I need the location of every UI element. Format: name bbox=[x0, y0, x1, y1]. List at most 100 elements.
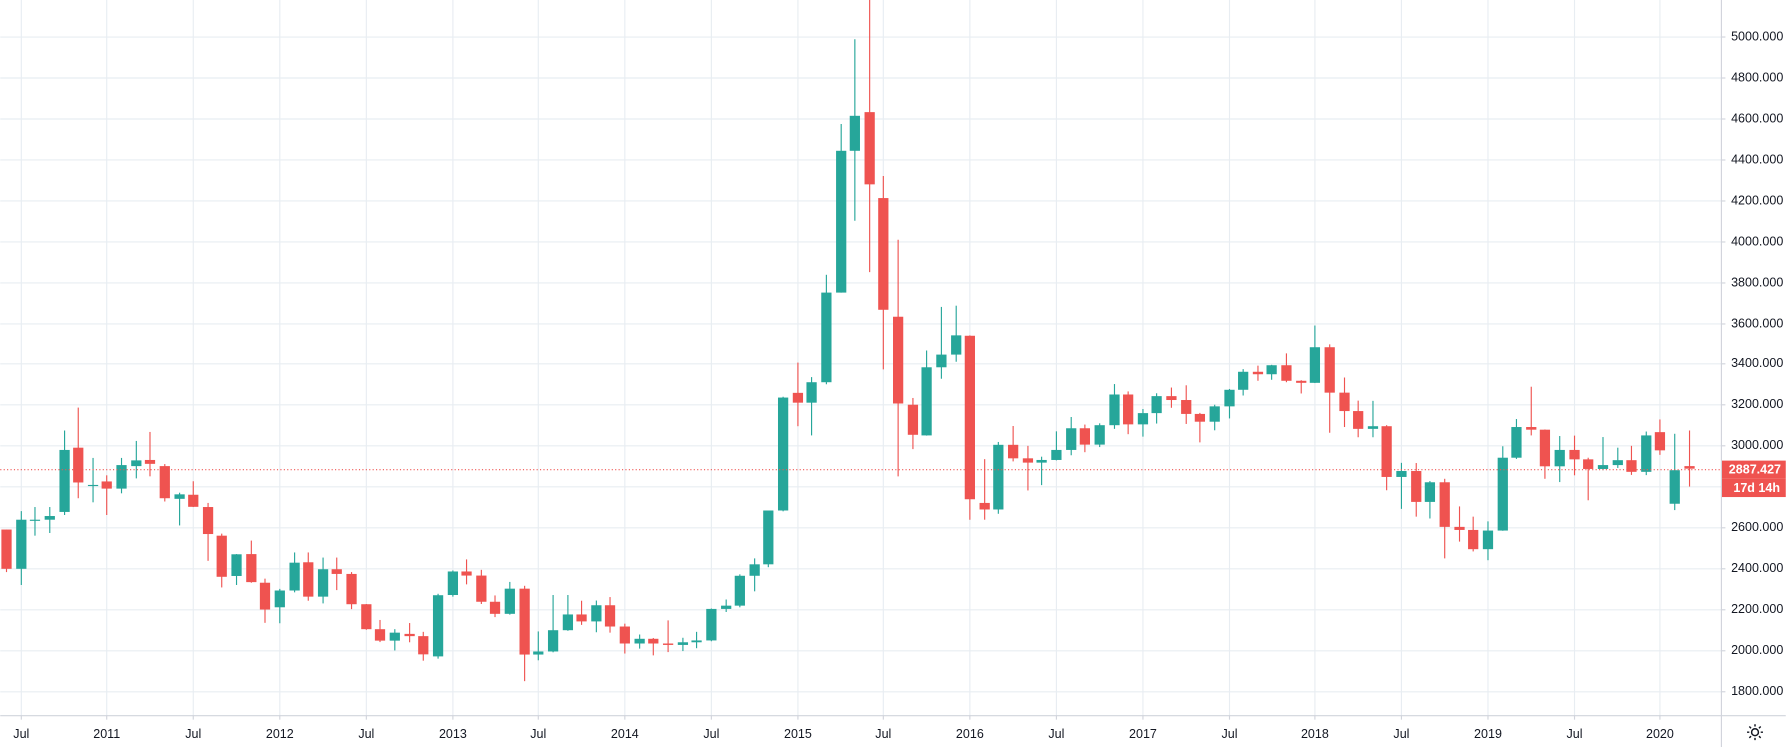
candle-body bbox=[59, 449, 70, 512]
candle-body bbox=[1626, 460, 1637, 472]
candle-body bbox=[1296, 380, 1307, 383]
x-tick-label: Jul bbox=[1221, 727, 1237, 741]
y-tick-label: 4800.000 bbox=[1731, 70, 1783, 84]
candle-body bbox=[202, 507, 214, 535]
candle-body bbox=[1266, 365, 1277, 375]
candle-body bbox=[1079, 428, 1090, 445]
candle-body bbox=[1066, 428, 1077, 450]
candle-body bbox=[374, 629, 386, 641]
candle-body bbox=[1137, 413, 1149, 425]
y-tick-label: 5000.000 bbox=[1731, 29, 1783, 43]
candle-body bbox=[1439, 482, 1450, 527]
candle-body bbox=[174, 494, 185, 499]
candle-body bbox=[1396, 471, 1407, 477]
x-tick-label: 2016 bbox=[956, 727, 984, 741]
candle-body bbox=[1597, 465, 1609, 469]
y-tick-label: 4200.000 bbox=[1731, 193, 1783, 207]
candle-body bbox=[216, 535, 227, 577]
candle-body bbox=[1497, 457, 1508, 531]
x-tick-label: Jul bbox=[1048, 727, 1064, 741]
x-tick-label: 2012 bbox=[266, 727, 294, 741]
candle-body bbox=[806, 382, 817, 403]
candle-body bbox=[993, 444, 1004, 510]
candle-body bbox=[1281, 365, 1292, 381]
candle-body bbox=[821, 292, 832, 383]
candle-body bbox=[317, 569, 329, 597]
candle-body bbox=[1, 529, 12, 569]
x-tick-label: Jul bbox=[13, 727, 29, 741]
x-tick-label: 2014 bbox=[611, 727, 639, 741]
candle-body bbox=[1569, 449, 1580, 460]
x-tick-label: Jul bbox=[703, 727, 719, 741]
candle-body bbox=[361, 604, 372, 630]
candle-body bbox=[1209, 406, 1220, 422]
candle-body bbox=[1166, 396, 1177, 401]
candle-body bbox=[604, 605, 616, 627]
x-tick-label: Jul bbox=[358, 727, 374, 741]
candle-body bbox=[1583, 459, 1594, 469]
candle-body bbox=[331, 569, 342, 574]
candle-body bbox=[274, 590, 285, 608]
candle-body bbox=[432, 595, 444, 657]
candle-body bbox=[1051, 449, 1062, 460]
y-tick-label: 3400.000 bbox=[1731, 356, 1783, 370]
candle-body bbox=[1353, 411, 1364, 429]
x-tick-label: 2019 bbox=[1474, 727, 1502, 741]
x-tick-label: Jul bbox=[875, 727, 891, 741]
candle-body bbox=[662, 643, 674, 645]
candle-body bbox=[87, 484, 99, 487]
candle-body bbox=[1684, 466, 1695, 469]
candle-body bbox=[303, 562, 314, 597]
candle-body bbox=[519, 588, 530, 655]
candle-body bbox=[576, 614, 587, 622]
candle-body bbox=[504, 588, 515, 614]
candle-body bbox=[792, 392, 804, 403]
candle-body bbox=[1612, 460, 1623, 466]
x-tick-label: 2018 bbox=[1301, 727, 1329, 741]
candle-body bbox=[878, 198, 889, 310]
candle-body bbox=[1454, 526, 1465, 530]
candle-body bbox=[547, 630, 559, 652]
candle-body bbox=[159, 466, 170, 499]
candle-body bbox=[447, 571, 459, 596]
candle-body bbox=[1252, 371, 1264, 375]
candle-body bbox=[389, 632, 400, 641]
candle-body bbox=[1094, 425, 1105, 445]
x-tick-label: 2013 bbox=[439, 727, 467, 741]
candle-body bbox=[1424, 482, 1436, 502]
candle-body bbox=[476, 575, 487, 602]
candles bbox=[1, 0, 1695, 682]
candle-body bbox=[1008, 444, 1019, 459]
candle-body bbox=[1309, 347, 1321, 383]
x-tick-label: 2011 bbox=[93, 727, 120, 741]
x-tick-label: Jul bbox=[1393, 727, 1409, 741]
countdown-box bbox=[1721, 478, 1786, 498]
candle-body bbox=[706, 608, 717, 641]
candle-body bbox=[936, 354, 947, 368]
x-tick-label: 2015 bbox=[784, 727, 812, 741]
candle-body bbox=[721, 605, 732, 609]
settings-icon[interactable] bbox=[1747, 724, 1763, 741]
candle-body bbox=[418, 636, 429, 655]
y-tick-label: 2400.000 bbox=[1731, 561, 1783, 575]
candle-body bbox=[1036, 459, 1047, 463]
y-tick-label: 2000.000 bbox=[1731, 643, 1783, 657]
candle-body bbox=[648, 638, 659, 644]
candle-body bbox=[562, 614, 574, 631]
candle-body bbox=[73, 447, 84, 483]
y-tick-label: 3200.000 bbox=[1731, 397, 1783, 411]
x-tick-label: Jul bbox=[530, 727, 546, 741]
candle-body bbox=[1339, 392, 1350, 412]
candle-body bbox=[144, 459, 156, 464]
candle-body bbox=[1381, 426, 1392, 477]
candle-body bbox=[893, 316, 904, 404]
settings-icon-teeth bbox=[1747, 724, 1763, 741]
y-tick-label: 3800.000 bbox=[1731, 275, 1783, 289]
y-tick-label: 2200.000 bbox=[1731, 602, 1783, 616]
axes: 1800.000 2000.000 2200.000 2400.000 2600.000… bbox=[0, 29, 1786, 741]
candle-body bbox=[1109, 394, 1120, 426]
last-price-label: 2887.427 bbox=[1729, 463, 1781, 477]
candle-body bbox=[346, 573, 357, 605]
candle-body bbox=[921, 367, 932, 436]
